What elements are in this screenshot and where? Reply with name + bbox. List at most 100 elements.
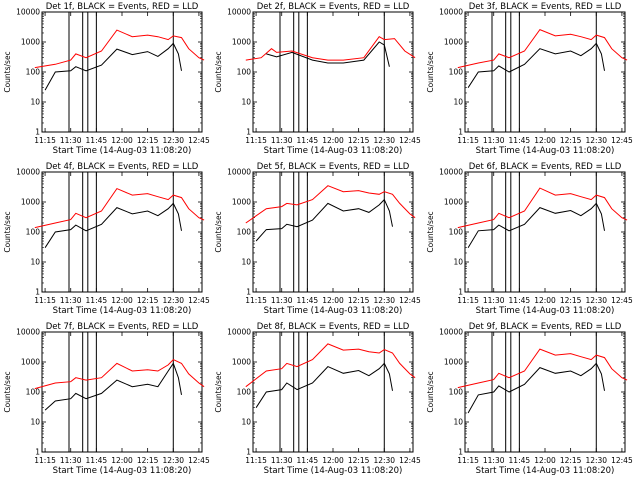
- panel-2-xtick-label: 11:30: [271, 136, 293, 145]
- panel-1-xtick-label: 12:30: [162, 136, 184, 145]
- panel-4-xlabel: Start Time (14-Aug-03 11:08:20): [53, 306, 192, 316]
- panel-4-title: Det 4f, BLACK = Events, RED = LLD: [46, 162, 199, 172]
- panel-9-xtick-label: 11:15: [457, 456, 479, 465]
- panel-6-xtick-label: 11:45: [509, 296, 531, 305]
- panel-1-xtick-label: 11:45: [86, 136, 108, 145]
- panel-1-xtick-label: 12:15: [137, 136, 159, 145]
- panel-1-frame: [41, 11, 203, 133]
- panel-2-ylabel: Counts/sec: [214, 51, 223, 92]
- panel-8-ytick-label: 10000: [227, 328, 251, 337]
- panel-7-frame: [41, 331, 203, 453]
- panel-7-ylabel: Counts/sec: [3, 371, 12, 412]
- panel-9-xtick-label: 11:30: [483, 456, 505, 465]
- panel-7-xtick-label: 11:45: [86, 456, 108, 465]
- panel-5-ytick-label: 100: [237, 228, 252, 237]
- panel-7-ytick-label: 1000: [21, 358, 40, 367]
- panel-9-frame: [464, 331, 626, 453]
- panel-4-ytick-label: 100: [26, 228, 41, 237]
- panel-4-xtick-label: 12:30: [162, 296, 184, 305]
- panel-2-xtick-label: 11:45: [297, 136, 319, 145]
- panel-1-ytick-label: 1000: [21, 38, 40, 47]
- panel-5-frame: [252, 171, 414, 293]
- panel-7-title: Det 7f, BLACK = Events, RED = LLD: [46, 322, 199, 332]
- panel-3-frame: [464, 11, 626, 133]
- panel-2-ytick-label: 100: [237, 68, 252, 77]
- panel-8-xlabel: Start Time (14-Aug-03 11:08:20): [264, 466, 403, 476]
- panel-4-xtick-label: 11:45: [86, 296, 108, 305]
- panel-8-frame: [252, 331, 414, 453]
- panel-9-ytick-label: 1: [458, 448, 463, 457]
- panel-1-ytick-label: 10000: [16, 8, 40, 17]
- panel-4-ytick-label: 1000: [21, 198, 40, 207]
- panel-6-xtick-label: 12:45: [611, 296, 633, 305]
- panel-4-frame: [41, 171, 203, 293]
- panel-1-ytick-label: 100: [26, 68, 41, 77]
- panel-6-xtick-label: 11:30: [483, 296, 505, 305]
- panel-2-ytick-label: 1000: [232, 38, 251, 47]
- panel-4-ytick-label: 10000: [16, 168, 40, 177]
- panel-3-xtick-label: 12:00: [534, 136, 556, 145]
- panel-2-title: Det 2f, BLACK = Events, RED = LLD: [257, 2, 410, 12]
- panel-5-xtick-label: 12:30: [373, 296, 395, 305]
- panel-9-xtick-label: 12:30: [585, 456, 607, 465]
- panel-7-ytick-label: 10: [30, 418, 40, 427]
- panel-1-xtick-label: 12:45: [188, 136, 210, 145]
- panel-2-xlabel: Start Time (14-Aug-03 11:08:20): [264, 146, 403, 156]
- panel-1-xtick-label: 11:15: [34, 136, 56, 145]
- panel-8-xtick-label: 12:00: [322, 456, 344, 465]
- panel-6-events-line: [467, 202, 605, 248]
- panel-3-xtick-label: 12:15: [560, 136, 582, 145]
- panel-4-xtick-label: 12:45: [188, 296, 210, 305]
- panel-5-xtick-label: 11:30: [271, 296, 293, 305]
- panel-7-xtick-label: 11:30: [60, 456, 82, 465]
- panel-2-xtick-label: 12:00: [322, 136, 344, 145]
- panel-9-events-line: [467, 362, 605, 414]
- panel-1-title: Det 1f, BLACK = Events, RED = LLD: [46, 2, 199, 12]
- panel-9-xtick-label: 11:45: [509, 456, 531, 465]
- panel-1-xtick-label: 11:30: [60, 136, 82, 145]
- panel-3-title: Det 3f, BLACK = Events, RED = LLD: [469, 2, 622, 12]
- panel-4-xtick-label: 11:30: [60, 296, 82, 305]
- panel-2-lld-line: [245, 36, 416, 61]
- panel-6-ylabel: Counts/sec: [426, 211, 435, 252]
- panel-2-ytick-label: 1: [246, 128, 251, 137]
- panel-5-xtick-label: 12:45: [399, 296, 421, 305]
- panel-9-xtick-label: 12:00: [534, 456, 556, 465]
- panel-6-title: Det 6f, BLACK = Events, RED = LLD: [469, 162, 622, 172]
- panel-9-ylabel: Counts/sec: [426, 371, 435, 412]
- panel-2-frame: [252, 11, 414, 133]
- panel-7-events-line: [44, 362, 182, 411]
- panel-8-ylabel: Counts/sec: [214, 371, 223, 412]
- panel-8-lld-line: [245, 343, 416, 388]
- panel-4-ylabel: Counts/sec: [3, 211, 12, 252]
- panel-8-xtick-label: 11:45: [297, 456, 319, 465]
- panel-7-ytick-label: 10000: [16, 328, 40, 337]
- panel-3-ytick-label: 1000: [444, 38, 463, 47]
- panel-4-xtick-label: 11:15: [34, 296, 56, 305]
- panel-7-xtick-label: 12:30: [162, 456, 184, 465]
- panel-9-title: Det 9f, BLACK = Events, RED = LLD: [469, 322, 622, 332]
- panel-9-ytick-label: 100: [449, 388, 464, 397]
- panel-8-ytick-label: 10: [241, 418, 251, 427]
- panel-8-ytick-label: 1: [246, 448, 251, 457]
- panel-3-ytick-label: 100: [449, 68, 464, 77]
- panel-9-xlabel: Start Time (14-Aug-03 11:08:20): [476, 466, 615, 476]
- panel-4-ytick-label: 10: [30, 258, 40, 267]
- panel-3-ytick-label: 10: [453, 98, 463, 107]
- panel-7-xtick-label: 11:15: [34, 456, 56, 465]
- panel-3-ytick-label: 10000: [439, 8, 463, 17]
- panel-8-events-line: [255, 362, 393, 408]
- panel-3-lld-line: [457, 28, 628, 69]
- panel-8-xtick-label: 12:45: [399, 456, 421, 465]
- panel-6-xtick-label: 12:15: [560, 296, 582, 305]
- panel-1-xtick-label: 12:00: [111, 136, 133, 145]
- panel-8-xtick-label: 11:30: [271, 456, 293, 465]
- panel-6-xlabel: Start Time (14-Aug-03 11:08:20): [476, 306, 615, 316]
- panel-1-ytick-label: 1: [35, 128, 40, 137]
- panel-6-xtick-label: 12:00: [534, 296, 556, 305]
- panel-7-xlabel: Start Time (14-Aug-03 11:08:20): [53, 466, 192, 476]
- panel-2-events-line: [266, 41, 390, 67]
- panel-3-xtick-label: 12:45: [611, 136, 633, 145]
- panel-9-ytick-label: 10000: [439, 328, 463, 337]
